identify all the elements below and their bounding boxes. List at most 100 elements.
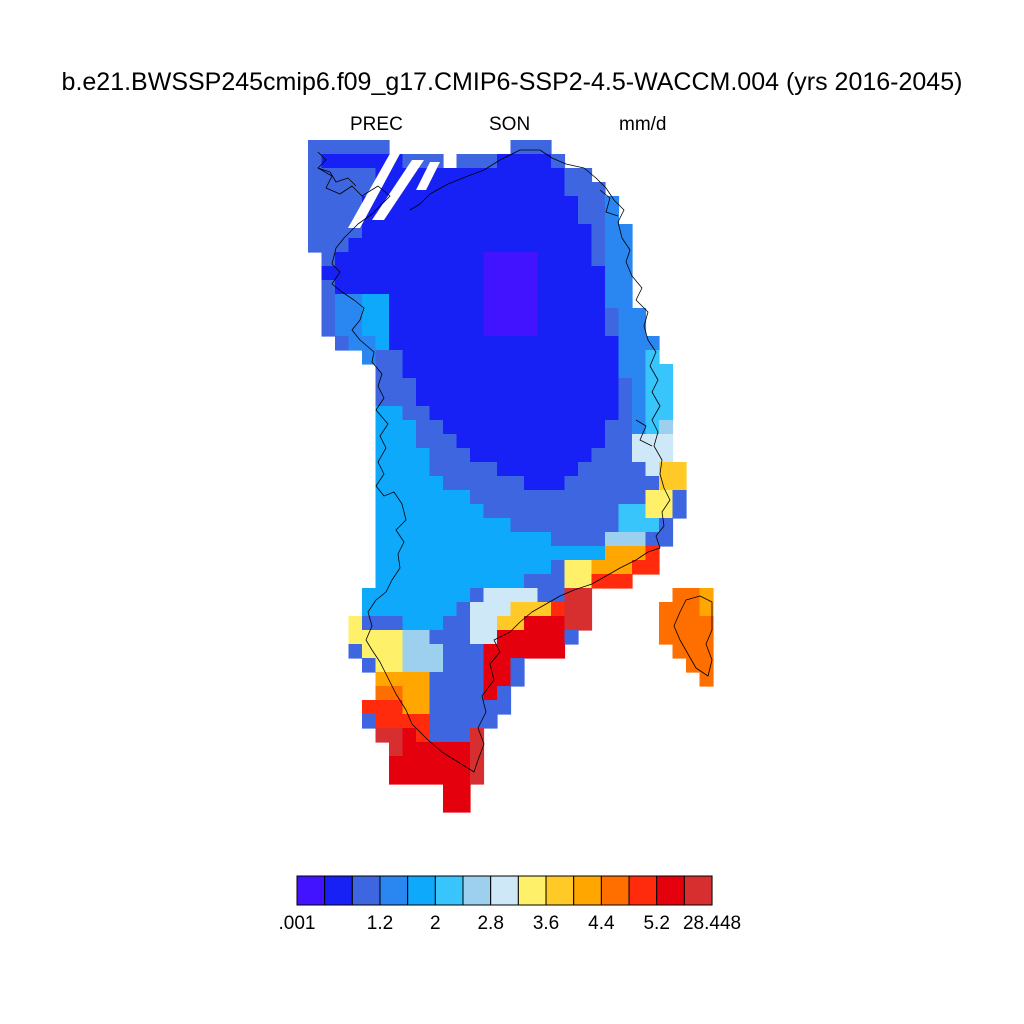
map-cell <box>483 546 498 561</box>
map-cell <box>389 644 404 659</box>
map-cell <box>470 294 485 309</box>
map-cell <box>362 308 377 323</box>
map-cell <box>416 742 431 757</box>
map-cell <box>321 266 336 281</box>
map-cell <box>443 574 458 589</box>
map-cell <box>416 378 431 393</box>
map-cell <box>402 462 417 477</box>
map-cell <box>524 406 539 421</box>
map-cell <box>524 490 539 505</box>
map-cell <box>497 504 512 519</box>
map-cell <box>618 308 633 323</box>
map-cell <box>510 546 525 561</box>
map-cell <box>429 308 444 323</box>
map-cell <box>618 434 633 449</box>
map-cell <box>402 658 417 673</box>
map-cell <box>537 420 552 435</box>
map-cell <box>605 406 620 421</box>
map-cell <box>510 476 525 491</box>
map-cell <box>497 238 512 253</box>
map-cell <box>578 322 593 337</box>
colorbar-tick-label: .001 <box>279 913 316 934</box>
map-cell <box>402 252 417 267</box>
map-cell <box>591 210 606 225</box>
map-cell <box>308 182 323 197</box>
map-cell <box>497 182 512 197</box>
map-cell <box>335 210 350 225</box>
colorbar-tick-label: 1.2 <box>367 913 393 934</box>
map-cell <box>443 406 458 421</box>
map-cell <box>605 280 620 295</box>
map-cell <box>659 476 674 491</box>
map-cell <box>618 546 633 561</box>
map-cell <box>524 322 539 337</box>
map-cell <box>416 616 431 631</box>
map-cell <box>429 476 444 491</box>
map-cell <box>348 140 363 155</box>
units-label: mm/d <box>619 114 667 135</box>
map-cell <box>551 168 566 183</box>
map-cell <box>564 434 579 449</box>
map-cell <box>470 686 485 701</box>
map-cell <box>618 490 633 505</box>
map-cell <box>402 630 417 645</box>
map-cell <box>497 378 512 393</box>
map-cell <box>470 490 485 505</box>
map-cell <box>456 714 471 729</box>
map-cell <box>456 210 471 225</box>
map-cell <box>375 490 390 505</box>
map-cell <box>618 252 633 267</box>
map-cell <box>551 378 566 393</box>
map-cell <box>537 266 552 281</box>
map-cell <box>537 448 552 463</box>
map-cell <box>551 574 566 589</box>
colorbar-swatch <box>462 875 492 906</box>
map-cell <box>470 196 485 211</box>
map-cell <box>659 448 674 463</box>
map-cell <box>416 462 431 477</box>
map-cell <box>483 518 498 533</box>
map-cell <box>510 490 525 505</box>
map-cell <box>537 364 552 379</box>
map-cell <box>416 280 431 295</box>
map-cell <box>591 504 606 519</box>
map-cell <box>605 378 620 393</box>
map-cell <box>537 560 552 575</box>
map-cell <box>470 658 485 673</box>
map-cell <box>632 448 647 463</box>
colorbar-labels: .001 1.2 2 2.8 3.6 4.4 5.2 28.448 <box>279 913 742 934</box>
map-cell <box>416 238 431 253</box>
map-cell <box>443 798 458 813</box>
map-cell <box>510 308 525 323</box>
map-cell <box>389 574 404 589</box>
map-cell <box>483 616 498 631</box>
map-cell <box>429 644 444 659</box>
map-cell <box>497 686 512 701</box>
map-cell <box>497 252 512 267</box>
colorbar-tick-label: 2.8 <box>477 913 503 934</box>
map-cell <box>321 294 336 309</box>
map-cell <box>510 196 525 211</box>
map-cell <box>524 532 539 547</box>
colorbar-swatch <box>434 875 464 906</box>
map-cell <box>524 182 539 197</box>
map-cell <box>510 252 525 267</box>
map-cell <box>456 546 471 561</box>
colorbar-swatch <box>379 875 409 906</box>
coast-detail <box>599 189 619 217</box>
map-cell <box>618 462 633 477</box>
map-cell <box>537 378 552 393</box>
map-cell <box>510 462 525 477</box>
map-cell <box>456 770 471 785</box>
map-cell <box>510 182 525 197</box>
map-cell <box>524 238 539 253</box>
map-cell <box>443 322 458 337</box>
map-cell <box>470 518 485 533</box>
map-cell <box>497 434 512 449</box>
map-cell <box>537 336 552 351</box>
map-cell <box>605 574 620 589</box>
map-cell <box>429 406 444 421</box>
map-cell <box>510 266 525 281</box>
map-cell <box>429 560 444 575</box>
map-cell <box>416 560 431 575</box>
